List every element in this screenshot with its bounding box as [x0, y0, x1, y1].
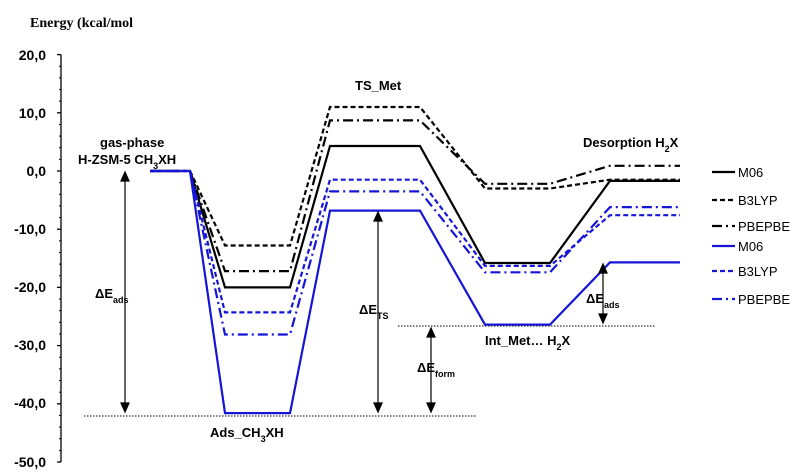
y-tick-label: -40,0 [14, 395, 46, 411]
legend-label: M06 [738, 165, 763, 180]
legend-label: PBEPBE [738, 219, 790, 234]
delta-labels: ΔEads ΔETS ΔEform ΔEads [95, 286, 620, 379]
legend-black-pbepbe: PBEPBE [712, 219, 790, 234]
y-tick-label: -30,0 [14, 337, 46, 353]
legend-label: B3LYP [738, 264, 778, 279]
gas-phase-label: gas-phase [100, 135, 164, 150]
reference-lines [84, 325, 656, 417]
delta-e-form-arrow [426, 326, 436, 414]
y-tick-labels: 20,0 10,0 0,0 -10,0 -20,0 -30,0 -40,0 -5… [14, 47, 46, 470]
legend-label: PBEPBE [738, 292, 790, 307]
y-tick-label: -50,0 [14, 454, 46, 470]
series-black-b3lyp-line [150, 105, 680, 247]
series-blue-m06-line [150, 169, 680, 415]
state-labels: gas-phase H-ZSM-5 CH3XH TS_Met Desorptio… [78, 78, 679, 444]
legend-label: M06 [738, 239, 763, 254]
y-tick-label: -20,0 [14, 279, 46, 295]
y-tick-label: -10,0 [14, 221, 46, 237]
y-axis-label: Energy (kcal/mol [30, 16, 133, 31]
legend-black-m06: M06 [712, 165, 763, 180]
series-black-m06-line [150, 144, 680, 289]
legend-blue-pbepbe: PBEPBE [712, 292, 790, 307]
delta-e-form-label: ΔEform [417, 360, 455, 379]
legend-black-b3lyp: B3LYP [712, 193, 778, 208]
desorption-label: Desorption H2X [583, 135, 679, 154]
series-lines [150, 105, 680, 415]
ts-label: TS_Met [355, 78, 402, 93]
delta-e-ads-arrow [120, 170, 130, 414]
delta-e-ads-desorption-label: ΔEads [586, 291, 620, 310]
y-tick-label: 20,0 [19, 47, 46, 63]
y-tick-label: 10,0 [19, 105, 46, 121]
legend-label: B3LYP [738, 193, 778, 208]
int-label: Int_Met… H2X [485, 333, 571, 352]
legend-blue-m06: M06 [712, 239, 763, 254]
y-axis [57, 53, 62, 463]
delta-e-ts-arrow [373, 210, 383, 414]
y-tick-label: 0,0 [27, 163, 47, 179]
delta-e-ads-desorption-arrow [598, 262, 608, 325]
gas-phase-label-2: H-ZSM-5 CH3XH [78, 152, 176, 171]
series-black-pbepbe-line [150, 119, 680, 273]
legend-blue-b3lyp: B3LYP [712, 264, 778, 279]
delta-e-ads-label: ΔEads [95, 286, 129, 305]
delta-e-ts-label: ΔETS [359, 302, 389, 321]
series-blue-pbepbe-line [150, 169, 680, 336]
energy-arrows [120, 170, 608, 414]
ads-label: Ads_CH3XH [210, 425, 284, 444]
legend: M06 B3LYP PBEPBE M06 B3LYP PBEPBE [712, 165, 790, 307]
